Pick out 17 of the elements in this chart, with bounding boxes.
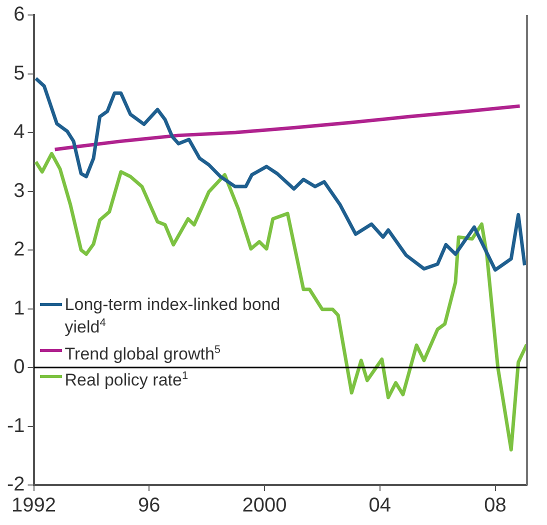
- x-tick-label: 04: [368, 494, 392, 517]
- y-tick-label: 0: [14, 356, 25, 378]
- y-tick-label: 2: [14, 238, 25, 261]
- y-tick-label: 4: [14, 121, 25, 144]
- y-tick-label: -1: [6, 414, 25, 437]
- y-tick-label: 3: [14, 180, 25, 202]
- x-tick-label: 08: [484, 494, 506, 517]
- legend-label: Real policy rate$^{1}$: [64, 369, 188, 390]
- x-tick-label: 1992: [12, 494, 56, 517]
- y-tick-label: -2: [6, 474, 25, 496]
- y-tick-label: 6: [14, 4, 25, 26]
- legend-label: Long-term index-linked bond yield$^{4}$: [64, 295, 282, 337]
- x-tick-label: 2000: [242, 494, 287, 517]
- x-tick-label: 96: [138, 494, 160, 517]
- y-tick-label: 5: [14, 62, 25, 84]
- y-tick-label: 1: [14, 297, 25, 320]
- legend-label: Trend global growth$^{5}$: [64, 342, 221, 364]
